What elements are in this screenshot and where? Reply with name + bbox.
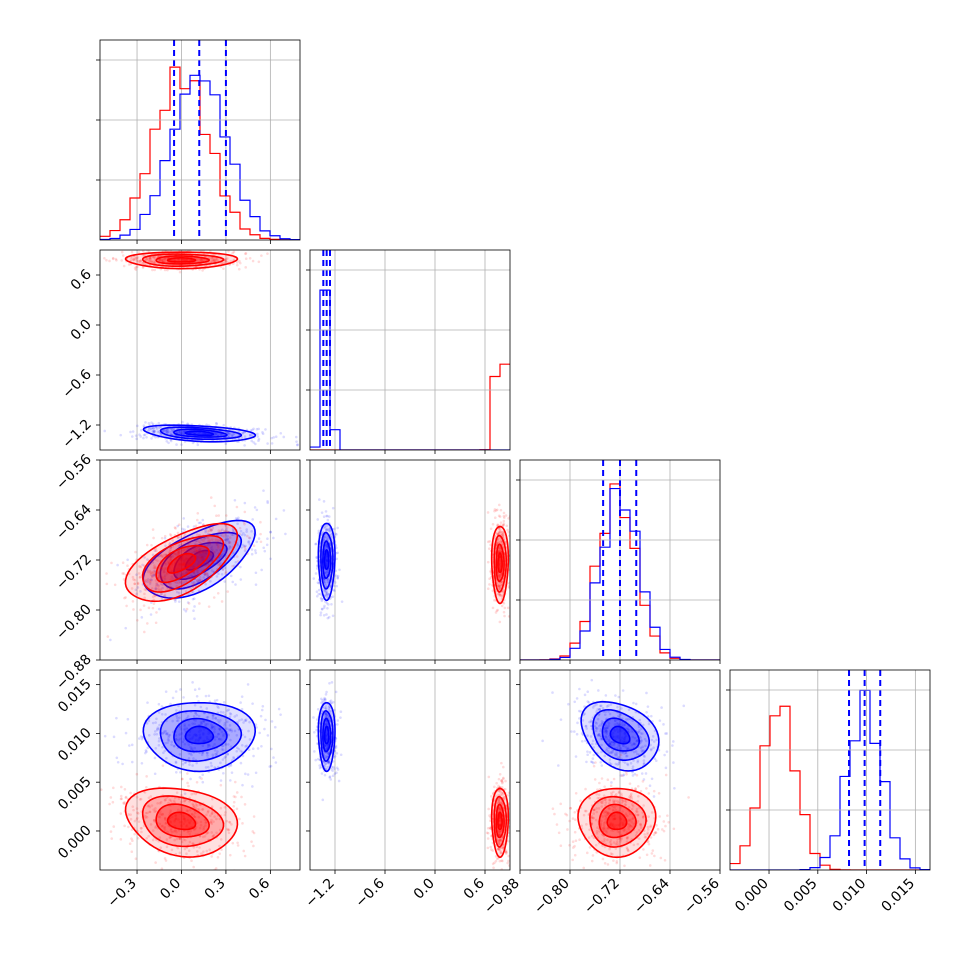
contour-red (498, 812, 502, 829)
y-tick-label: 0.010 (55, 725, 95, 765)
panel-body (541, 679, 690, 887)
y-tick-label: −0.72 (53, 552, 95, 594)
x-tick-label: −0.80 (531, 876, 573, 918)
x-tick-label: 0.0 (157, 876, 184, 903)
y-tick-label: 0.0 (68, 317, 95, 344)
x-tick-label: 0.015 (879, 876, 919, 916)
panel-p4-p3: −0.88−0.80−0.72−0.64−0.56 (481, 670, 723, 917)
panel-body (90, 681, 282, 884)
contour-blue (325, 550, 329, 569)
y-tick-label: −0.56 (53, 451, 95, 493)
panel-body (90, 244, 299, 446)
y-tick-label: −0.64 (53, 501, 95, 543)
y-tick-label: −0.80 (53, 602, 95, 644)
y-tick-label: 0.005 (55, 774, 95, 814)
x-tick-label: 0.6 (246, 875, 273, 902)
panel-p3-p1: −0.88−0.80−0.72−0.64−0.56 (53, 451, 300, 693)
x-tick-label: −0.3 (105, 876, 140, 911)
histogram-blue (310, 290, 510, 450)
panel-frame (310, 460, 510, 660)
contour-red (498, 553, 502, 572)
x-tick-label: 0.0 (411, 876, 438, 903)
x-tick-label: 0.000 (732, 876, 772, 916)
panel-body (312, 681, 523, 890)
panel-body (105, 489, 286, 641)
y-tick-label: −0.6 (59, 366, 94, 401)
x-tick-label: −0.56 (681, 875, 723, 917)
panel-p1-p1 (96, 40, 300, 244)
contour-blue (185, 431, 213, 435)
panel-frame (310, 670, 510, 870)
y-tick-label: 0.6 (68, 266, 95, 293)
panel-p2-p1: −1.2 −0.6 0.0 0.6 (59, 244, 300, 454)
panel-body (520, 460, 720, 660)
panel-body (312, 498, 514, 623)
x-tick-label: −0.72 (581, 876, 623, 918)
x-tick-label: 0.6 (461, 875, 488, 902)
contour-red (168, 258, 196, 262)
panel-body (730, 670, 930, 870)
y-tick-label: −1.2 (59, 417, 94, 452)
x-tick-label: 0.3 (202, 876, 229, 903)
x-tick-label: 0.005 (781, 876, 821, 916)
x-tick-label: −0.6 (352, 875, 387, 910)
panel-p2-p2 (306, 250, 510, 454)
x-tick-label: −0.88 (481, 876, 523, 918)
x-tick-label: −0.64 (631, 875, 673, 917)
x-tick-label: −1.2 (302, 876, 337, 911)
contour-red (607, 812, 626, 829)
panel-p3-p3 (516, 460, 720, 664)
panel-p3-p2 (306, 460, 515, 664)
x-tick-label: 0.010 (830, 876, 870, 916)
panel-body (310, 250, 510, 450)
contour-blue (185, 726, 213, 743)
panel-p4-p2: −1.2 −0.6 0.0 0.6 (302, 670, 522, 911)
contour-blue (325, 726, 329, 743)
panel-frame (310, 250, 510, 450)
y-tick-label: 0.000 (55, 822, 95, 862)
